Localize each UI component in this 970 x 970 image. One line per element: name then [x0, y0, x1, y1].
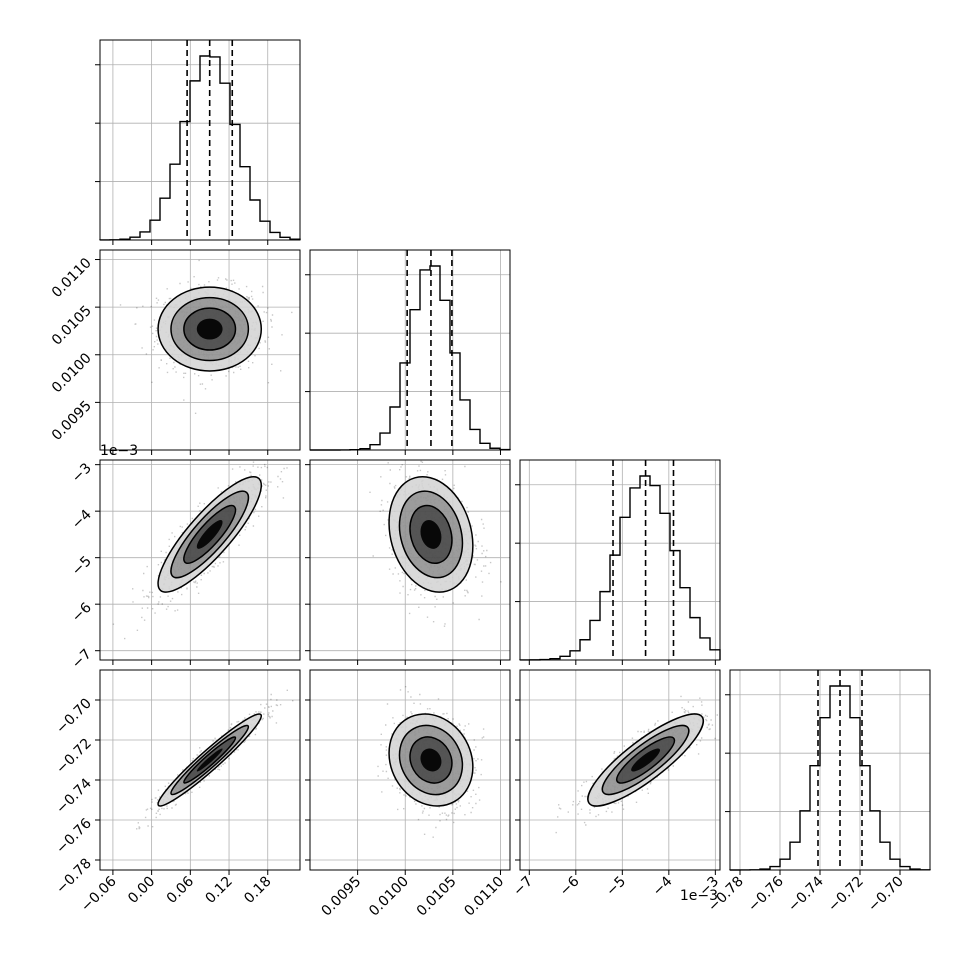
histogram-step [729, 685, 931, 871]
ytick-label: −0.78 [53, 856, 95, 898]
ytick-label: −6 [69, 600, 95, 626]
histogram-step [310, 265, 511, 451]
density-fill [196, 318, 223, 340]
density-contour [409, 504, 453, 565]
xtick-label: 0.06 [164, 873, 197, 906]
hist-panel-2 [515, 459, 721, 665]
hist-2-frame [519, 459, 721, 661]
ytick-label: 0.0110 [49, 255, 95, 301]
ytick-label: −0.74 [53, 775, 95, 817]
density-contour [157, 475, 263, 593]
scatter-2-0-frame [99, 459, 301, 661]
hist-3-frame [729, 669, 931, 871]
density-contour [183, 504, 237, 565]
offset-label-y-row2: 1e−3 [100, 443, 138, 459]
ytick-label: −7 [69, 646, 95, 672]
hist-panel-1 [305, 249, 511, 455]
scatter-panel-3-1: 0.0095 0.0100 0.0105 0.0110 [305, 669, 511, 920]
density-contour [601, 724, 690, 796]
scatter-2-1-frame [309, 459, 511, 661]
offset-label-x-col2: 1e−3 [680, 888, 718, 904]
density-fill [420, 519, 442, 549]
hist-panel-3: −0.78−0.76−0.74−0.72−0.70 [705, 669, 931, 916]
xtick-label: 0.18 [241, 874, 274, 907]
density-contour [183, 307, 237, 351]
scatter-3-0-frame [99, 669, 301, 871]
xtick-label: 0.0095 [318, 874, 364, 920]
density-fill [196, 748, 223, 772]
xtick-label: 0.0110 [461, 874, 507, 920]
xtick-label: 0.00 [125, 874, 158, 907]
xtick-label: −7 [510, 874, 536, 900]
density-contour [388, 713, 474, 807]
ytick-label: −5 [69, 553, 95, 579]
density-fill [420, 748, 442, 772]
xtick-label: 0.0100 [366, 874, 412, 920]
density-fill [196, 519, 223, 549]
density-contour [157, 713, 263, 807]
xtick-label: 0.12 [203, 874, 236, 907]
xtick-label: 0.0105 [414, 874, 460, 920]
ytick-label: −3 [69, 460, 95, 486]
scatter-1-0-frame [99, 249, 301, 451]
density-contour [157, 286, 263, 372]
density-fill [631, 748, 661, 772]
scatter-panel-2-1 [305, 459, 511, 665]
hist-0-frame [99, 39, 301, 241]
scatter-panel-2-0: −7 −6 −5 −4 −3 [69, 459, 301, 672]
scatter-panel-3-2: −7 −6 −5 −4 −3 [510, 669, 722, 900]
hist-1-frame [309, 249, 511, 451]
scatter-3-2-frame [519, 669, 721, 871]
density-contour [388, 475, 474, 593]
histogram-step [519, 475, 721, 661]
xtick-label: −0.06 [78, 873, 120, 915]
xtick-label: −5 [603, 874, 629, 900]
xtick-label: −0.76 [745, 873, 787, 915]
density-contour [398, 724, 464, 796]
density-contour [615, 736, 676, 784]
ytick-label: −0.76 [53, 815, 95, 857]
density-contour [409, 736, 453, 784]
ytick-label: −4 [69, 507, 95, 533]
hist-panel-0 [95, 39, 301, 245]
scatter-3-1-frame [309, 669, 511, 871]
xtick-label: −6 [557, 873, 583, 899]
density-contour [170, 490, 250, 579]
density-contour [170, 296, 250, 362]
scatter-panel-3-0: −0.06 0.00 0.06 0.12 0.18−0.78−0.76−0.74−0.7… [53, 669, 301, 915]
density-contour [170, 724, 250, 796]
ytick-label: 0.0105 [49, 303, 95, 349]
ytick-label: −0.70 [53, 696, 95, 738]
ytick-label: 0.0095 [49, 398, 95, 444]
xtick-label: −0.70 [865, 874, 907, 916]
ytick-label: 0.0100 [49, 350, 95, 396]
density-contour [183, 736, 237, 784]
histogram-step [99, 55, 301, 241]
xtick-label: −4 [650, 873, 676, 899]
density-contour [587, 713, 705, 807]
ytick-label: −0.72 [53, 736, 95, 778]
xtick-label: −0.72 [825, 874, 867, 916]
xtick-label: −0.74 [785, 873, 827, 915]
density-contour [398, 490, 464, 579]
